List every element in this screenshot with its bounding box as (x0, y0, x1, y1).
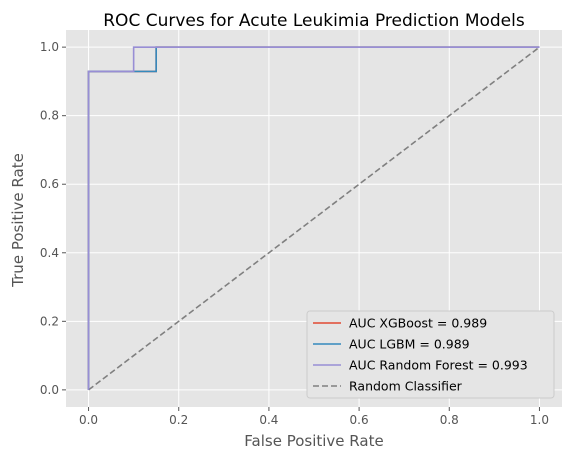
legend-label-2: AUC Random Forest = 0.993 (349, 358, 528, 373)
y-tick-label: 0.8 (40, 109, 59, 123)
x-tick-label: 0.6 (350, 413, 369, 427)
legend: AUC XGBoost = 0.989 AUC LGBM = 0.989 AUC R… (306, 310, 555, 399)
x-axis-label: False Positive Rate (244, 432, 383, 450)
legend-box (306, 310, 555, 399)
legend-label-1: AUC LGBM = 0.989 (349, 337, 470, 352)
x-tick-label: 0.2 (169, 413, 188, 427)
y-tick-label: 1.0 (40, 40, 59, 54)
tick-labels: 0.0 0.2 0.4 0.6 0.8 1.0 0.0 0.2 0.4 0.6 0.8 1.0 (40, 40, 549, 427)
y-tick-label: 0.4 (40, 246, 59, 260)
series-lines (87, 46, 540, 391)
series-line-3 (88, 46, 540, 391)
x-tick-label: 0.8 (440, 413, 459, 427)
x-tick-label: 1.0 (530, 413, 549, 427)
chart-title: ROC Curves for Acute Leukimia Prediction… (103, 11, 525, 31)
y-tick-label: 0.2 (40, 314, 59, 328)
y-tick-label: 0.6 (40, 177, 59, 191)
x-tick-label: 0.4 (259, 413, 278, 427)
legend-label-0: AUC XGBoost = 0.989 (349, 316, 487, 331)
y-tick-label: 0.0 (40, 383, 59, 397)
x-tick-label: 0.0 (79, 413, 98, 427)
legend-label-3: Random Classifier (349, 379, 463, 394)
grid-lines (66, 30, 562, 407)
y-axis-label: True Positive Rate (9, 153, 27, 288)
series-line-2 (87, 46, 540, 390)
